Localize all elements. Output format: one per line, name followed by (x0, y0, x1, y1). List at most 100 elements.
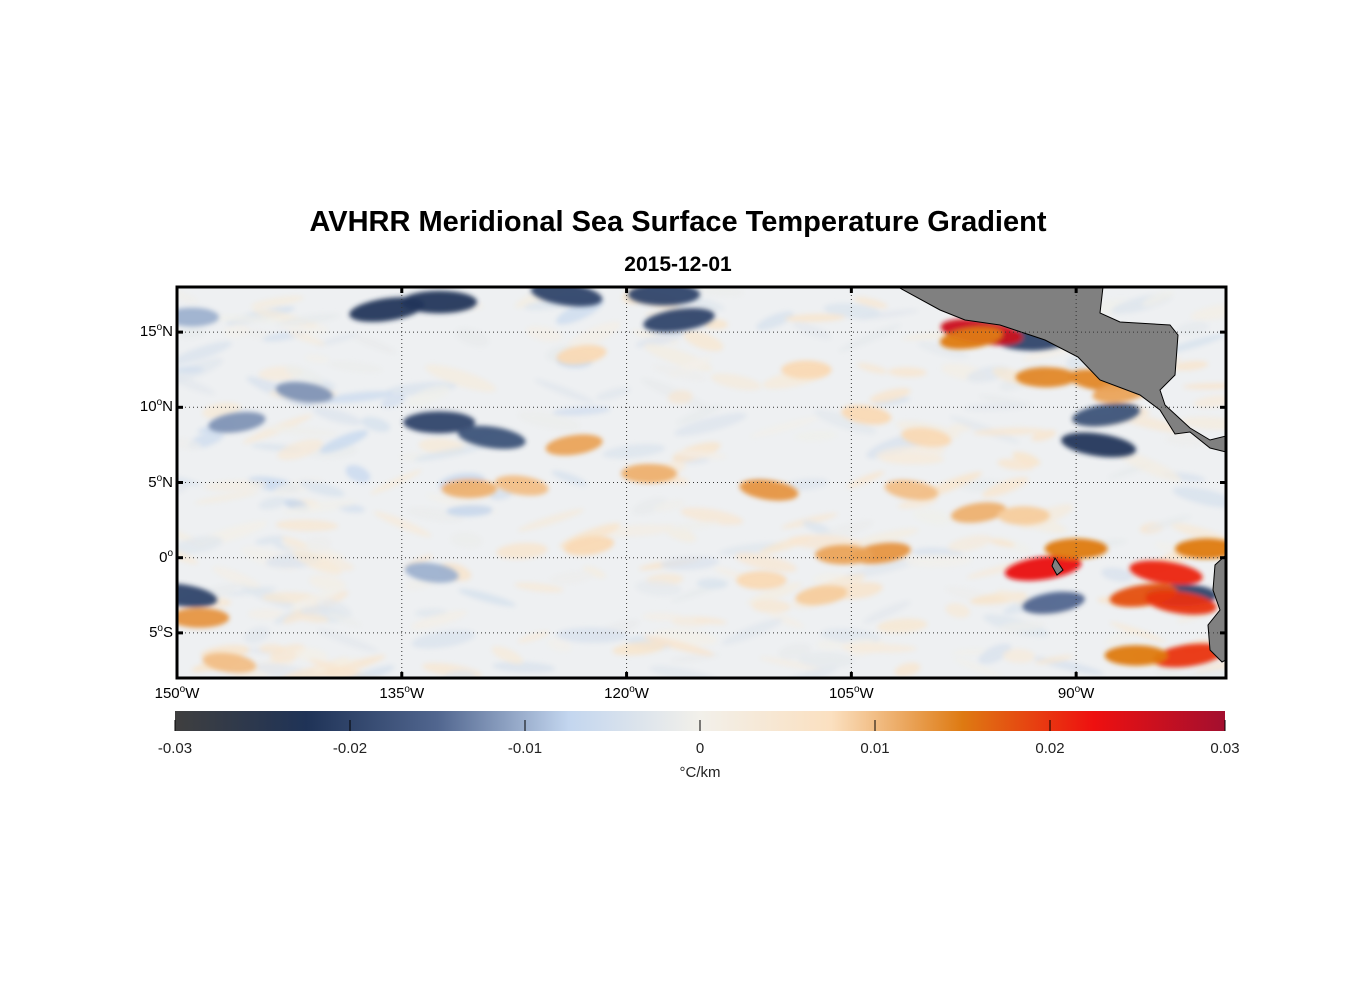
sst-texture-patch (492, 661, 556, 673)
sst-anomaly-patch (401, 290, 478, 314)
sst-texture-patch (425, 364, 497, 392)
sst-texture-patch (565, 321, 621, 351)
chart-title: AVHRR Meridional Sea Surface Temperature… (309, 206, 1047, 238)
sst-texture-patch (275, 519, 339, 532)
lat-tick-label: 5oN (148, 472, 173, 491)
sst-anomaly-patch (202, 652, 257, 674)
sst-texture-patch (255, 535, 287, 545)
sst-texture-patch (982, 477, 1029, 498)
sst-texture-patch (696, 578, 728, 589)
sst-texture-patch (1114, 449, 1182, 482)
sst-texture-patch (319, 430, 369, 454)
sst-texture-patch (612, 641, 666, 656)
sst-texture-patch (411, 630, 476, 649)
sst-anomaly-patch (545, 434, 603, 456)
sst-texture-patch (751, 599, 791, 613)
sst-texture-patch (177, 327, 205, 339)
colorbar-tick-label: 0.02 (1035, 740, 1065, 757)
lon-tick-label: 120oW (604, 684, 649, 702)
sst-texture-patch (547, 638, 572, 652)
lon-tick-label: 135oW (379, 684, 425, 702)
sst-texture-patch (583, 566, 606, 579)
sst-texture-patch (518, 411, 581, 431)
sst-anomaly-patch (177, 307, 219, 327)
sst-texture-patch (917, 341, 969, 359)
sst-texture-patch (901, 332, 955, 341)
colorbar-tick-label: 0.03 (1210, 740, 1240, 757)
sst-texture-patch (664, 521, 720, 532)
sst-texture-patch (496, 542, 548, 560)
sst-anomaly-patch (621, 463, 677, 484)
sst-texture-patch (897, 497, 938, 509)
sst-anomaly-patch (841, 405, 892, 425)
sst-texture-patch (823, 303, 881, 319)
sst-texture-patch (177, 366, 204, 374)
sst-texture-patch (951, 648, 991, 656)
sst-texture-patch (888, 367, 927, 378)
sst-texture-patch (322, 391, 394, 404)
sst-texture-patch (289, 588, 341, 611)
sst-texture-patch (978, 643, 1012, 665)
sst-texture-patch (988, 538, 1016, 547)
sst-texture-patch (693, 616, 727, 625)
sst-texture-patch (973, 427, 1045, 436)
sst-texture-patch (1142, 290, 1174, 307)
sst-texture-patch (177, 536, 223, 555)
sst-texture-patch (517, 508, 585, 532)
sst-texture-patch (292, 550, 342, 575)
sst-texture-patch (1172, 486, 1226, 508)
sst-anomaly-patch (177, 583, 218, 608)
sst-texture-patch (298, 480, 345, 497)
sst-texture-patch (312, 407, 363, 426)
sst-texture-patch (947, 534, 992, 552)
sst-texture-patch (735, 552, 797, 573)
sst-texture-patch (802, 520, 832, 536)
sst-texture-patch (1101, 567, 1133, 582)
sst-anomaly-patch (457, 425, 526, 450)
sst-texture-patch (846, 471, 885, 488)
sst-texture-patch (853, 296, 888, 309)
sst-texture-patch (746, 582, 802, 606)
sst-texture-patch (635, 331, 685, 348)
sst-texture-patch (1182, 383, 1226, 390)
sst-texture-patch (768, 612, 805, 628)
sst-texture-patch (794, 431, 837, 441)
sst-texture-patch (285, 365, 325, 386)
sst-texture-patch (317, 628, 379, 653)
sst-anomaly-patch (208, 411, 266, 433)
sst-texture-patch (838, 324, 901, 352)
sst-texture-patch (1161, 333, 1226, 355)
sst-anomaly-patch (815, 544, 873, 565)
sst-gradient-field (177, 287, 1226, 678)
sst-anomaly-patch (1015, 367, 1077, 388)
sst-texture-patch (674, 412, 747, 436)
sst-texture-patch (856, 362, 888, 374)
sst-anomaly-patch (1152, 643, 1225, 668)
sst-texture-patch (204, 480, 267, 492)
sst-texture-patch (1194, 658, 1226, 674)
sst-texture-patch (414, 445, 485, 461)
sst-texture-patch (549, 571, 594, 585)
central-america-land (897, 287, 1226, 453)
sst-texture-patch (998, 620, 1046, 633)
sst-texture-patch (410, 610, 468, 630)
sst-texture-patch (212, 566, 261, 589)
sst-texture-patch (258, 496, 288, 510)
sst-anomaly-patch (736, 571, 787, 590)
sst-texture-patch (680, 507, 744, 525)
sst-texture-patch (964, 403, 1027, 411)
sst-texture-patch (455, 327, 489, 347)
sst-texture-patch (458, 588, 516, 607)
sst-texture-patch (177, 438, 202, 450)
sst-texture-patch (250, 295, 304, 308)
sst-texture-patch (1172, 360, 1209, 371)
sst-texture-patch (316, 333, 360, 347)
sst-anomaly-patch (951, 502, 1007, 523)
sst-texture-patch (244, 626, 270, 644)
sst-anomaly-patch (1145, 590, 1217, 615)
sst-anomaly-patch (564, 535, 615, 556)
sst-texture-patch (869, 388, 911, 403)
lon-tick-label: 150oW (154, 684, 200, 702)
colorbar-tick-label: 0 (695, 740, 705, 757)
